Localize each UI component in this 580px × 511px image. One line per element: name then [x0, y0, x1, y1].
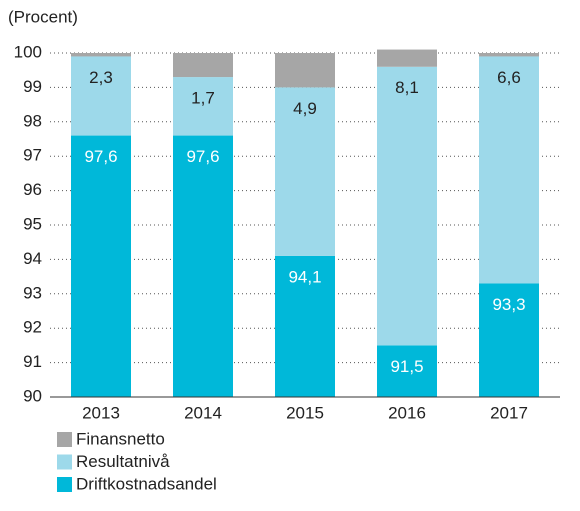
x-tick-label: 2013 — [82, 403, 120, 422]
y-tick-label: 91 — [23, 352, 42, 371]
bar-segment — [479, 53, 539, 57]
legend-label: Driftkostnadsandel — [76, 474, 217, 493]
y-tick-label: 93 — [23, 283, 42, 302]
bar-segment — [173, 53, 233, 78]
y-axis-label: (Procent) — [8, 7, 78, 26]
data-label: 94,1 — [288, 267, 321, 286]
bar-segment — [377, 49, 437, 67]
bar-segment — [275, 87, 335, 256]
bar-segment — [377, 66, 437, 346]
bar-segment — [173, 135, 233, 397]
data-label: 91,5 — [390, 357, 423, 376]
data-label: 93,3 — [492, 295, 525, 314]
x-tick-label: 2016 — [388, 403, 426, 422]
y-tick-label: 94 — [23, 249, 42, 268]
data-label: 2,3 — [89, 68, 113, 87]
y-tick-label: 100 — [14, 42, 42, 61]
y-tick-label: 90 — [23, 386, 42, 405]
x-tick-label: 2017 — [490, 403, 528, 422]
bar-segment — [71, 53, 131, 57]
legend-swatch — [57, 454, 72, 470]
bar-segment — [479, 283, 539, 397]
y-tick-label: 98 — [23, 111, 42, 130]
data-label: 97,6 — [186, 147, 219, 166]
data-label: 8,1 — [395, 78, 419, 97]
bar-segment — [173, 77, 233, 136]
legend-label: Resultatnivå — [76, 452, 170, 471]
bar-segment — [275, 53, 335, 88]
bar-segment — [479, 56, 539, 284]
data-label: 4,9 — [293, 99, 317, 118]
y-tick-label: 92 — [23, 318, 42, 337]
y-tick-label: 97 — [23, 146, 42, 165]
y-tick-label: 99 — [23, 77, 42, 96]
bar-segment — [71, 135, 131, 397]
legend-swatch — [57, 432, 72, 447]
bar-segment — [275, 255, 335, 397]
legend-label: Finansnetto — [76, 429, 165, 448]
y-tick-label: 96 — [23, 180, 42, 199]
bar-segment — [377, 345, 437, 397]
data-label: 97,6 — [84, 147, 117, 166]
y-tick-label: 95 — [23, 214, 42, 233]
bar-segment — [71, 56, 131, 136]
data-label: 1,7 — [191, 89, 215, 108]
x-tick-label: 2014 — [184, 403, 222, 422]
x-tick-label: 2015 — [286, 403, 324, 422]
legend-swatch — [57, 477, 72, 492]
data-label: 6,6 — [497, 68, 521, 87]
